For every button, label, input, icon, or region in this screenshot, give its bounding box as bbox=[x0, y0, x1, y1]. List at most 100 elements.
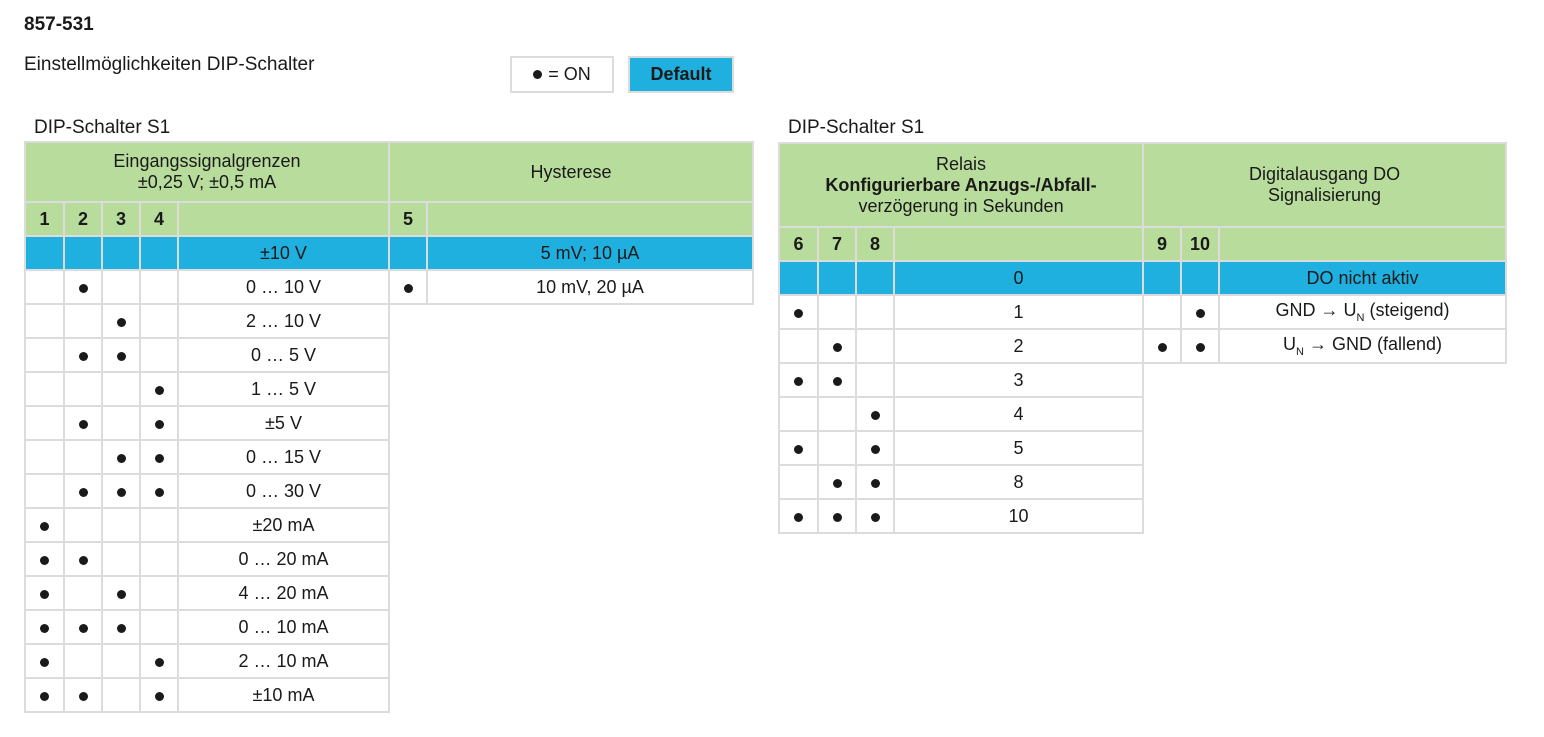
empty-cell bbox=[1181, 465, 1219, 499]
table-row: 1 GND → UN (steigend) bbox=[778, 294, 1508, 330]
empty-cell bbox=[427, 338, 753, 372]
product-id: 857-531 bbox=[24, 14, 94, 35]
empty-cell bbox=[389, 610, 427, 644]
switch-cell bbox=[855, 362, 895, 398]
switch-cell bbox=[778, 430, 819, 466]
switch-cell bbox=[778, 464, 819, 500]
empty-cell bbox=[1143, 499, 1181, 533]
switch-number: 2 bbox=[63, 201, 103, 237]
dot-icon bbox=[40, 623, 49, 633]
switch-cell bbox=[24, 575, 65, 611]
empty-cell bbox=[1181, 397, 1219, 431]
switch-cell bbox=[855, 294, 895, 330]
dot-icon bbox=[403, 283, 413, 293]
header-spacer bbox=[177, 201, 390, 237]
empty-cell bbox=[1143, 397, 1181, 431]
do-label-text: GND → U bbox=[1275, 300, 1357, 320]
table-row: ±20 mA bbox=[24, 507, 753, 543]
switch-cell bbox=[778, 498, 819, 534]
switch-cell bbox=[24, 337, 65, 373]
switch-cell bbox=[63, 269, 103, 305]
dot-icon bbox=[116, 317, 126, 327]
switch-cell bbox=[778, 294, 819, 330]
switch-number: 9 bbox=[1142, 226, 1183, 262]
dot-icon bbox=[78, 283, 88, 293]
switch-cell bbox=[817, 498, 857, 534]
delay-seconds-label: 3 bbox=[892, 362, 1145, 398]
dot-icon bbox=[78, 487, 88, 497]
dot-icon bbox=[116, 351, 126, 361]
dot-icon bbox=[116, 589, 126, 599]
empty-cell bbox=[1219, 431, 1506, 465]
left-table-caption: DIP-Schalter S1 bbox=[34, 117, 171, 138]
switch-cell bbox=[101, 473, 141, 509]
delay-seconds-label: 0 bbox=[892, 260, 1145, 296]
empty-cell bbox=[427, 576, 753, 610]
switch-cell bbox=[63, 303, 103, 339]
empty-cell bbox=[427, 678, 753, 712]
switch-number: 6 bbox=[778, 226, 819, 262]
switch-cell bbox=[139, 541, 179, 577]
do-label-text: (steigend) bbox=[1364, 300, 1450, 320]
switch-number: 1 bbox=[24, 201, 65, 237]
legend-default-label: Default bbox=[630, 58, 732, 91]
empty-cell bbox=[389, 406, 427, 440]
table-row: 5 bbox=[778, 430, 1506, 466]
switch-cell bbox=[139, 677, 179, 713]
header-relay-line3: verzögerung in Sekunden bbox=[858, 195, 1064, 216]
dot-icon bbox=[116, 487, 126, 497]
switch-cell bbox=[63, 473, 103, 509]
input-range-label: 0 … 10 V bbox=[177, 269, 390, 305]
empty-cell bbox=[389, 338, 427, 372]
switch-cell bbox=[101, 507, 141, 543]
empty-cell bbox=[389, 372, 427, 406]
switch-cell bbox=[63, 439, 103, 475]
empty-cell bbox=[389, 576, 427, 610]
empty-cell bbox=[427, 372, 753, 406]
empty-cell bbox=[1181, 431, 1219, 465]
input-range-label: 0 … 20 mA bbox=[177, 541, 390, 577]
switch-cell bbox=[817, 328, 857, 364]
empty-cell bbox=[389, 644, 427, 678]
empty-cell bbox=[1143, 363, 1181, 397]
dot-icon bbox=[78, 623, 88, 633]
dot-icon bbox=[154, 453, 164, 463]
input-range-label: 2 … 10 mA bbox=[177, 643, 390, 679]
empty-cell bbox=[389, 508, 427, 542]
empty-cell bbox=[1219, 363, 1506, 397]
header-do-line1: Digitalausgang DO bbox=[1248, 164, 1401, 184]
switch-cell bbox=[63, 575, 103, 611]
switch-cell bbox=[778, 328, 819, 364]
dip-table-relay: Relais Konfigurierbare Anzugs-/Abfall- v… bbox=[777, 142, 1508, 534]
table-row: 1 … 5 V bbox=[24, 371, 753, 407]
switch-cell bbox=[63, 235, 103, 271]
table-row: 0 … 10 mA bbox=[24, 609, 753, 645]
switch-number: 3 bbox=[101, 201, 141, 237]
switch-cell bbox=[855, 328, 895, 364]
switch-cell bbox=[855, 464, 895, 500]
table-row: 4 … 20 mA bbox=[24, 575, 753, 611]
empty-cell bbox=[427, 304, 753, 338]
input-range-label: ±10 mA bbox=[177, 677, 390, 713]
dot-icon bbox=[870, 410, 880, 420]
switch-cell bbox=[778, 362, 819, 398]
switch-cell bbox=[817, 260, 857, 296]
switch-cell bbox=[24, 303, 65, 339]
switch-cell bbox=[63, 609, 103, 645]
header-relay-line2: Konfigurierbare Anzugs-/Abfall- bbox=[825, 174, 1097, 195]
dot-icon bbox=[40, 555, 49, 565]
delay-seconds-label: 4 bbox=[892, 396, 1145, 432]
switch-cell bbox=[388, 269, 428, 305]
empty-cell bbox=[427, 508, 753, 542]
empty-cell bbox=[389, 440, 427, 474]
switch-cell bbox=[139, 405, 179, 441]
dot-icon bbox=[78, 691, 88, 701]
input-range-label: 2 … 10 V bbox=[177, 303, 390, 339]
empty-cell bbox=[1219, 465, 1506, 499]
dip-table-input: Eingangssignalgrenzen ±0,25 V; ±0,5 mA H… bbox=[24, 141, 754, 713]
do-signal-label: GND → UN (steigend) bbox=[1218, 294, 1508, 330]
switch-cell bbox=[855, 396, 895, 432]
table-row: 0 … 5 V bbox=[24, 337, 753, 373]
switch-cell bbox=[1180, 294, 1221, 330]
dot-icon bbox=[1195, 308, 1205, 318]
